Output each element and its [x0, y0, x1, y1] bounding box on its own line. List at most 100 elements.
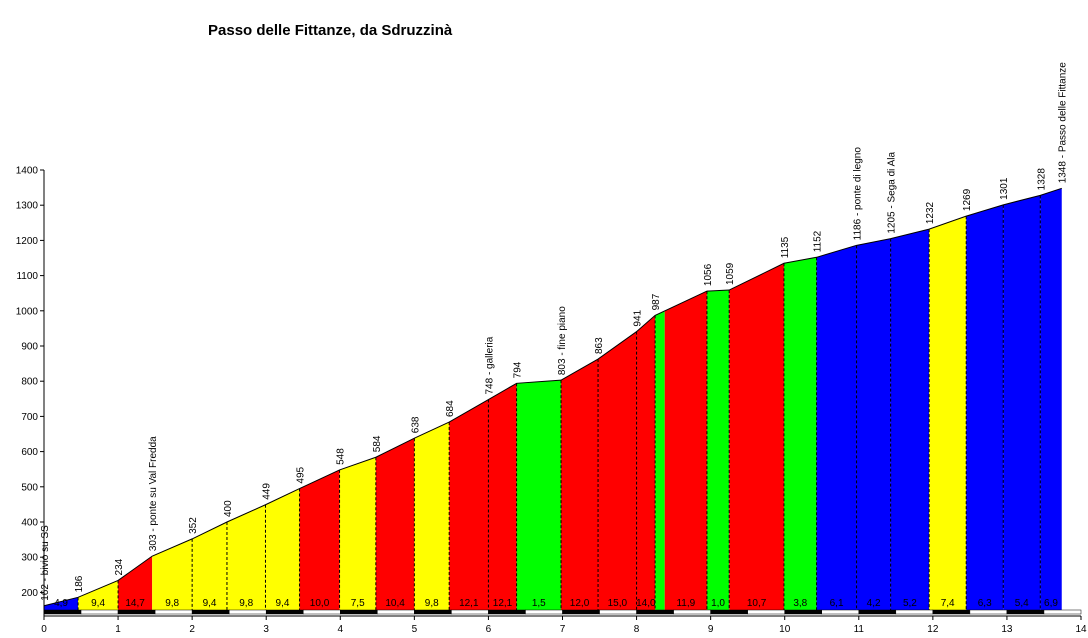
ruler-block [932, 609, 971, 615]
gradient-segment [1040, 188, 1062, 610]
ruler-block [710, 609, 748, 615]
gradient-label: 6,3 [978, 598, 992, 609]
altitude-label: 1135 [780, 236, 791, 258]
x-tick-labels: 0 1 2 3 4 5 6 7 8 9 10 11 12 13 14 [41, 616, 1087, 635]
x-tick-label: 12 [927, 624, 939, 635]
altitude-label: 1328 [1036, 168, 1047, 191]
gradient-segment [414, 422, 450, 610]
gradient-label: 4,2 [867, 598, 881, 609]
gradient-label: 5,4 [1015, 598, 1029, 609]
gradient-segment [226, 504, 266, 610]
gradient-segment [339, 457, 376, 610]
ruler-block [747, 609, 785, 615]
ruler-block [117, 609, 156, 615]
altitude-label: 803 - fine piano [557, 306, 568, 375]
y-tick-label: 600 [21, 447, 38, 458]
ruler-block [858, 609, 897, 615]
gradient-segment [44, 597, 79, 610]
ruler-block [562, 609, 600, 615]
altitude-label: 548 [336, 448, 347, 465]
gradient-label: 10,0 [310, 598, 330, 609]
gradient-label: 4,9 [54, 598, 68, 609]
x-tick-label: 1 [115, 624, 121, 635]
ruler-block [451, 609, 489, 615]
gradient-label: 1,0 [711, 598, 725, 609]
ruler-block [377, 609, 415, 615]
altitude-label: 352 [188, 517, 199, 534]
altitude-label: 303 - ponte su Val Fredda [148, 436, 159, 551]
gradient-label: 9,8 [165, 598, 179, 609]
gradient-segment [729, 263, 784, 610]
altitude-label: 941 [633, 309, 644, 326]
altitude-label: 1301 [999, 177, 1010, 200]
gradient-segment [783, 257, 817, 610]
x-tick-label: 13 [1001, 624, 1013, 635]
x-tick-label: 4 [338, 624, 344, 635]
gradient-label: 12,0 [570, 598, 590, 609]
gradient-label: 1,5 [532, 598, 546, 609]
y-tick-labels: 1400 1300 1200 1100 1000 900 800 700 600 500 400 30… [16, 166, 44, 599]
x-tick-label: 9 [708, 624, 714, 635]
altitude-label: 1152 [813, 230, 824, 252]
altitude-label: 1232 [925, 201, 936, 224]
y-tick-label: 300 [21, 553, 38, 564]
x-tick-label: 3 [263, 624, 269, 635]
altitude-label: 863 [594, 337, 605, 354]
ruler-block [191, 609, 230, 615]
gradient-label: 7,4 [941, 598, 955, 609]
gradient-label: 5,2 [903, 598, 917, 609]
gradient-label: 15,0 [608, 598, 628, 609]
gradient-segment [265, 488, 300, 610]
y-tick-label: 1100 [16, 271, 38, 282]
gradient-label: 11,9 [676, 598, 695, 609]
ruler-block [43, 609, 82, 615]
gradient-segment [1003, 195, 1041, 610]
gradient-segment [598, 331, 637, 610]
gradient-label: 12,1 [493, 598, 513, 609]
altitude-labels: 162 - bivio su SS 186 234 303 - ponte su Va… [40, 62, 1069, 601]
x-tick-label: 6 [486, 624, 492, 635]
ruler-block [340, 609, 378, 615]
x-tick-label: 11 [854, 624, 865, 635]
gradient-label: 9,8 [239, 598, 253, 609]
gradient-label: 12,1 [459, 598, 479, 609]
altitude-label: 987 [651, 293, 662, 310]
ruler-block [969, 609, 1008, 615]
altitude-label: 234 [114, 558, 125, 575]
gradient-segment [561, 359, 599, 610]
gradient-segment [516, 380, 562, 610]
gradient-label: 14,7 [125, 598, 145, 609]
y-tick-label: 400 [21, 518, 38, 529]
y-tick-label: 1300 [16, 201, 39, 212]
altitude-label: 1186 - ponte di legno [853, 147, 864, 241]
gradient-label: 9,4 [91, 598, 105, 609]
x-tick-label: 14 [1075, 624, 1087, 635]
gradient-label: 7,5 [351, 598, 365, 609]
altitude-label: 794 [513, 361, 524, 378]
ruler-block [414, 609, 452, 615]
ruler-block [673, 609, 711, 615]
ruler-block [1043, 609, 1082, 615]
gradient-label: 6,9 [1044, 598, 1058, 609]
altitude-label: 1056 [703, 263, 714, 286]
gradient-label: 14,0 [636, 598, 656, 609]
altitude-label: 1269 [962, 188, 973, 211]
y-tick-label: 1200 [16, 236, 39, 247]
gradient-label: 9,8 [425, 598, 439, 609]
gradient-label: 9,4 [203, 598, 217, 609]
gradient-segment [299, 469, 340, 610]
altitude-label: 638 [410, 416, 421, 433]
gradient-segment [636, 315, 656, 610]
ruler-block [821, 609, 860, 615]
gradient-segment [449, 399, 489, 610]
altitude-label: 495 [296, 466, 307, 483]
altitude-label: 584 [372, 435, 383, 452]
gradient-segment [488, 383, 517, 610]
km-ruler [43, 609, 1082, 615]
gradient-segment [118, 556, 153, 610]
altitude-label: 1059 [725, 262, 736, 285]
segment-divider-lines [77, 195, 1041, 610]
altitude-label: 162 - bivio su SS [40, 525, 51, 601]
gradient-segment [375, 438, 415, 610]
